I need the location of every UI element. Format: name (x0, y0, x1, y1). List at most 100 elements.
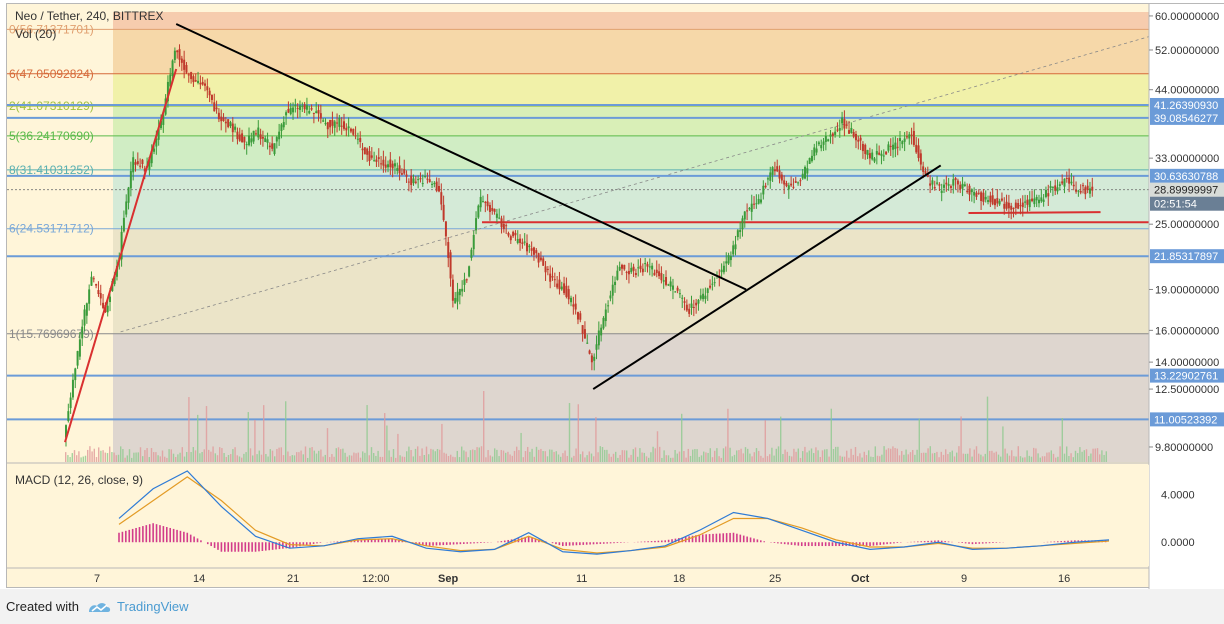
candle-body (1079, 190, 1082, 193)
price-label-badge (1150, 182, 1224, 197)
candle-body (676, 287, 679, 291)
volume-bar (236, 455, 238, 462)
volume-bar (989, 450, 991, 462)
volume-bar (1077, 453, 1079, 462)
volume-bar (676, 453, 678, 462)
candle-body (243, 136, 246, 143)
candle-body (127, 187, 130, 203)
volume-bar (830, 408, 832, 462)
candle-body (996, 198, 999, 204)
price-label-text: 02:51:54 (1154, 199, 1197, 211)
volume-bar (333, 456, 335, 462)
volume-bar (916, 449, 918, 462)
volume-bar (958, 446, 960, 462)
volume-bar (755, 448, 758, 462)
volume-bar (1011, 450, 1013, 462)
volume-bar (183, 456, 186, 462)
candle-body (361, 148, 364, 151)
volume-bar (179, 452, 181, 462)
candle-body (843, 118, 846, 129)
candle-body (90, 276, 93, 286)
trendline (175, 23, 747, 291)
volume-indicator-label[interactable]: Vol (20) (15, 27, 57, 41)
volume-bar (73, 450, 76, 462)
candle-body (405, 174, 408, 177)
price-label-badge (1150, 368, 1224, 383)
volume-bar (456, 450, 458, 462)
volume-bar (654, 448, 656, 462)
fib-level-label: 8(31.41031252) (9, 163, 94, 177)
candle-body (109, 296, 112, 303)
volume-bar (225, 456, 227, 462)
volume-bar (863, 451, 865, 462)
candle-body (176, 50, 179, 53)
volume-bar (447, 456, 450, 462)
candle-body (588, 350, 591, 354)
candle-body (136, 161, 139, 165)
volume-bar (417, 446, 419, 462)
volume-bar (1101, 450, 1103, 462)
volume-bar (212, 446, 214, 462)
candle-body (570, 297, 573, 303)
volume-bar (355, 453, 357, 462)
candle-body (1021, 202, 1024, 208)
candle-body (81, 326, 84, 339)
candle-body (310, 108, 313, 110)
volume-bar (322, 456, 324, 462)
candle-body (852, 132, 855, 137)
candle-body (634, 273, 637, 275)
candle-body (651, 265, 654, 270)
candle-body (1082, 185, 1085, 187)
candle-body (801, 173, 804, 179)
volume-bar (366, 405, 368, 462)
candle-body (500, 218, 503, 228)
candle-body (319, 113, 322, 119)
volume-bar (590, 453, 593, 462)
candle-body (616, 270, 619, 280)
candle-body (875, 151, 878, 155)
tradingview-logo-icon (89, 603, 111, 612)
macd-indicator-label[interactable]: MACD (12, 26, close, 9) (15, 473, 144, 487)
candle-body (975, 192, 978, 197)
candle-body (757, 198, 760, 204)
candle-body (970, 189, 973, 193)
candle-body (194, 80, 197, 82)
volume-bar (531, 448, 533, 462)
volume-bar (494, 448, 496, 462)
candle-body (287, 108, 290, 113)
chart-frame[interactable]: 0(56.71371701) 6(47.05092824) 2(41.0731012… (6, 3, 1224, 589)
volume-bar (71, 453, 73, 462)
candle-body (753, 203, 756, 205)
volume-bar (344, 452, 346, 462)
volume-bar (744, 447, 747, 462)
volume-bar (131, 457, 133, 462)
volume-bar (969, 448, 971, 462)
candle-body (129, 170, 132, 189)
tradingview-brand-link[interactable]: TradingView (117, 599, 189, 614)
candle-body (475, 218, 478, 231)
candle-body (343, 121, 345, 129)
candle-body (665, 277, 668, 285)
volume-bar (309, 447, 311, 462)
time-tick-label: 14 (193, 573, 205, 585)
volume-bar (245, 452, 247, 462)
volume-bar (221, 448, 223, 462)
volume-bar (142, 456, 144, 462)
volume-bar (808, 450, 810, 462)
candle-body (479, 196, 482, 208)
chart-canvas[interactable]: 0(56.71371701) 6(47.05092824) 2(41.0731012… (7, 4, 1224, 589)
candle-body (349, 128, 352, 132)
volume-bar (432, 449, 434, 462)
volume-bar (243, 453, 245, 462)
candle-body (210, 94, 213, 100)
volume-bar (665, 455, 667, 462)
candle-body (611, 284, 614, 296)
candle-body (282, 122, 285, 128)
volume-bar (274, 456, 276, 462)
candle-body (912, 130, 915, 145)
volume-bar (258, 450, 260, 462)
volume-bar (166, 457, 168, 462)
volume-bar (1072, 457, 1074, 462)
candle-body (463, 279, 466, 285)
volume-bar (1033, 447, 1035, 462)
